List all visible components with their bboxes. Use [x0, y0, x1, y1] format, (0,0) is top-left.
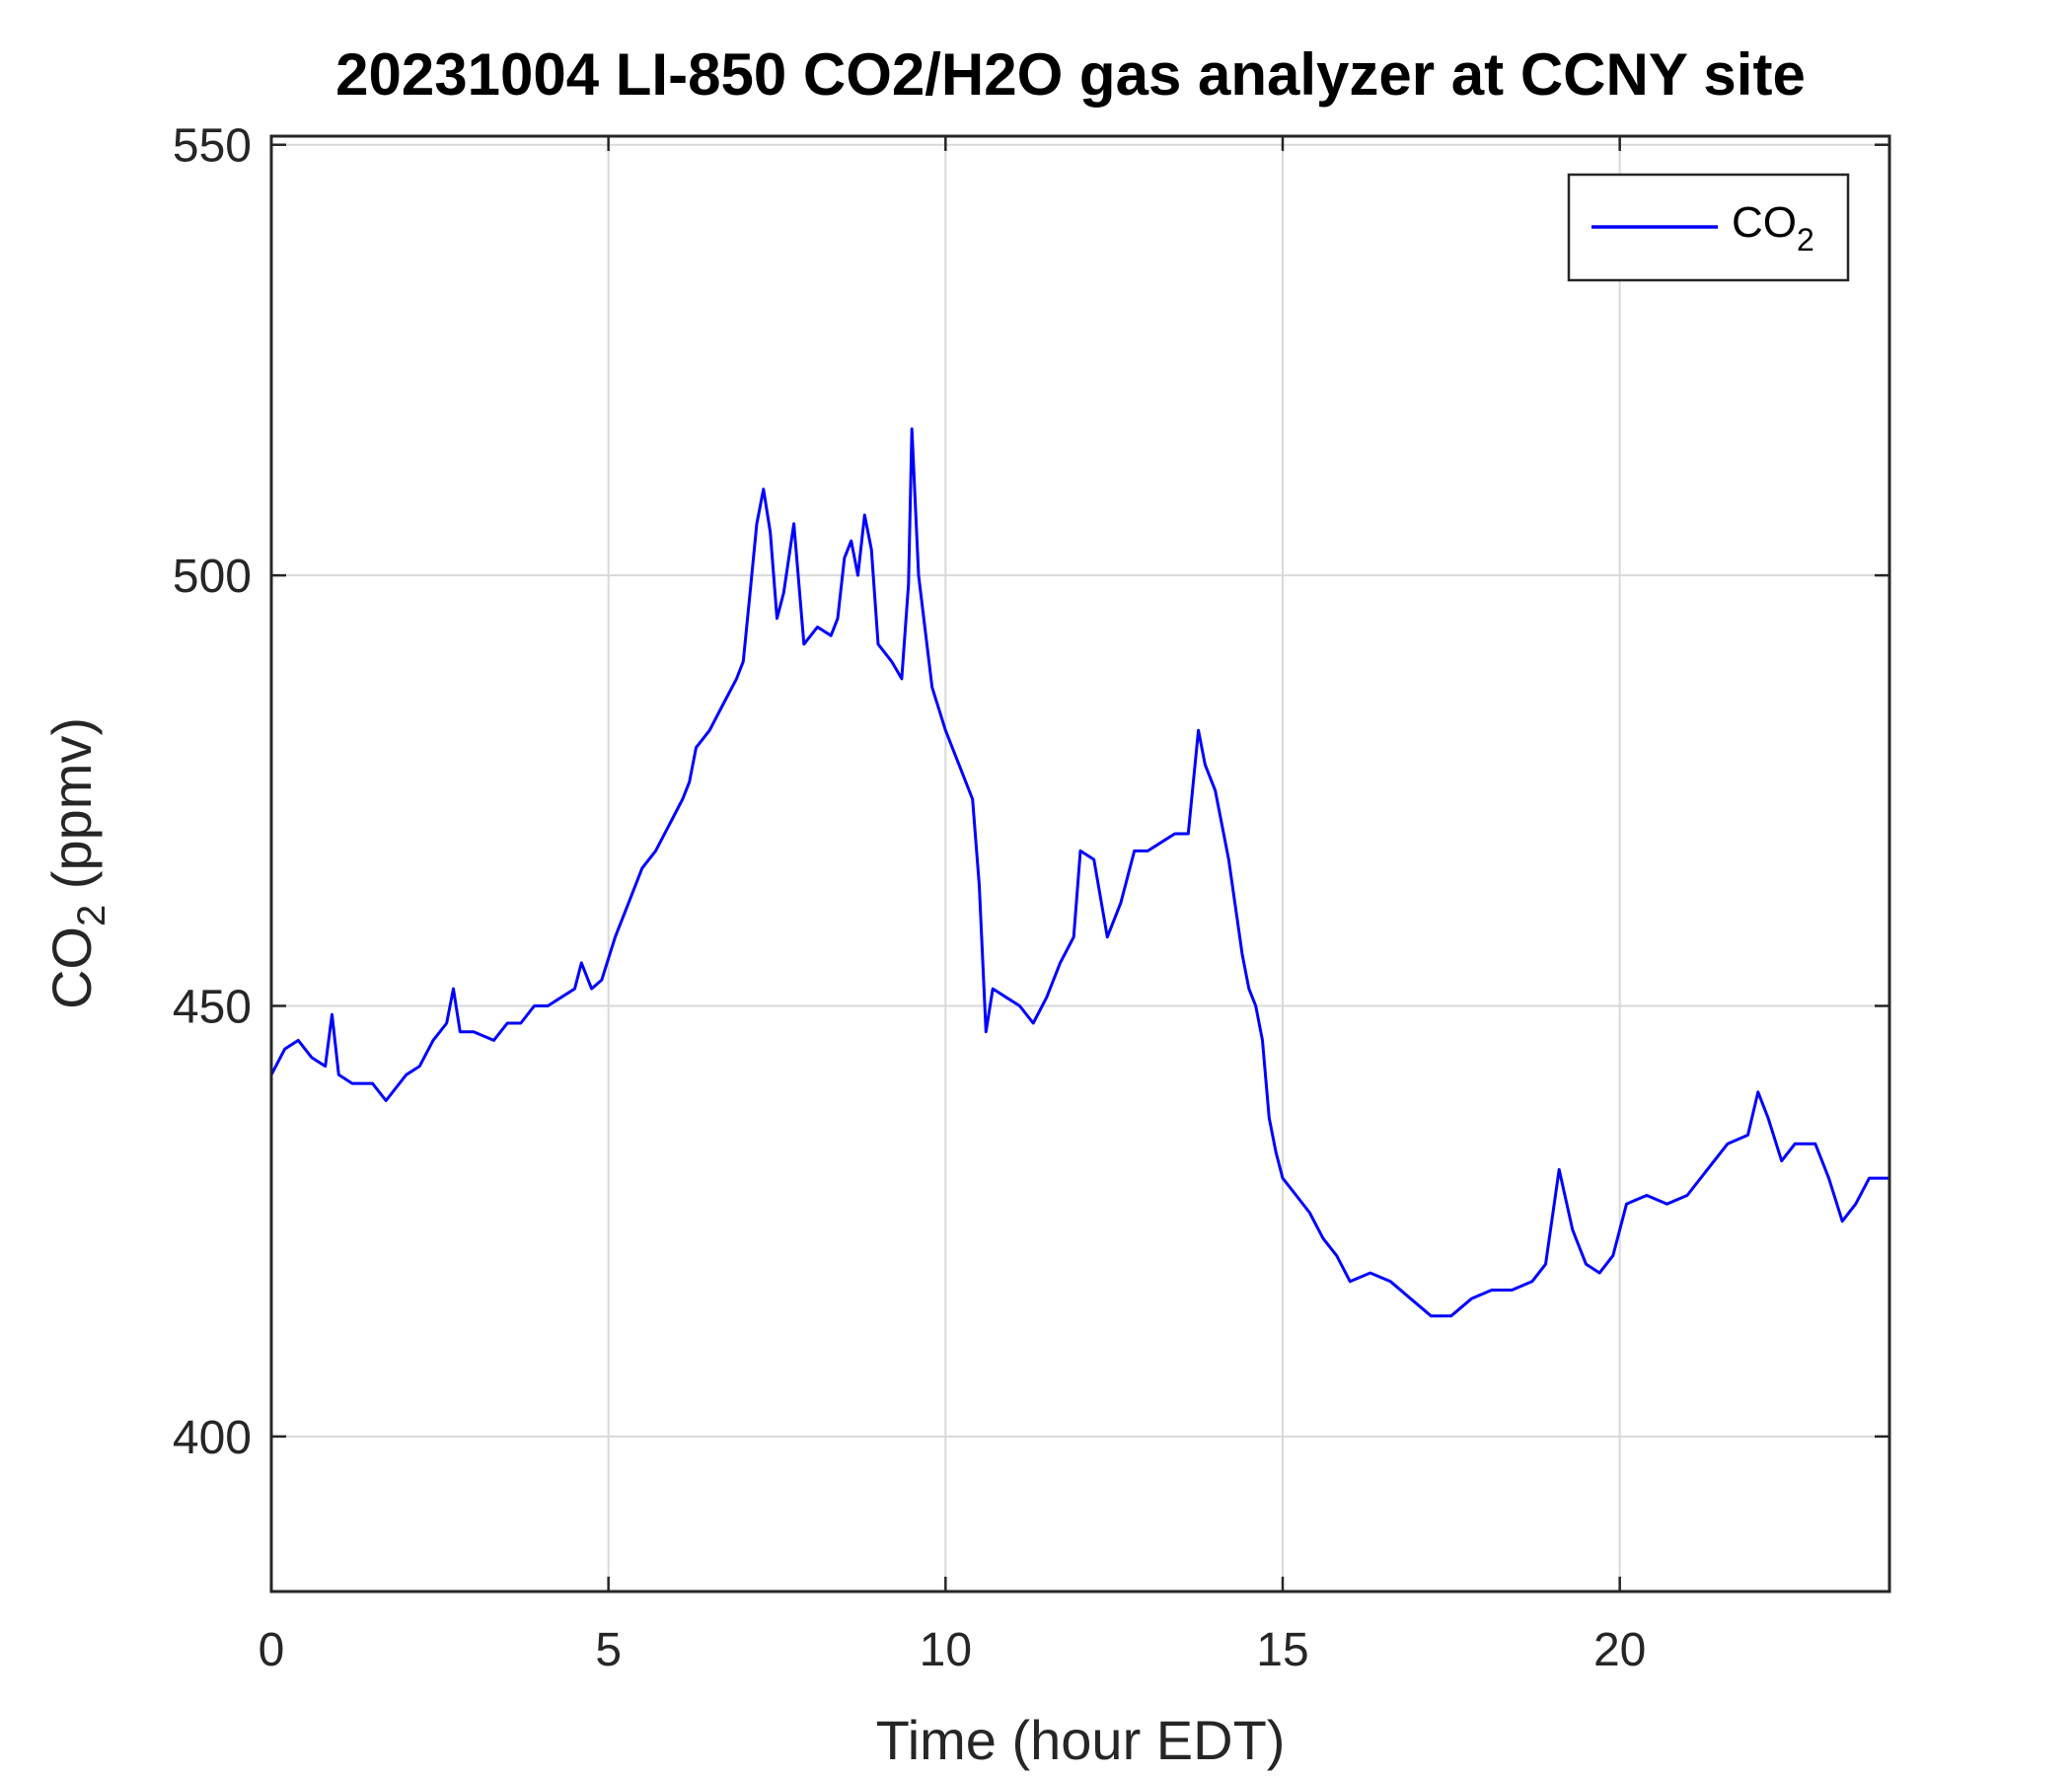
x-tick-label: 10	[920, 1624, 972, 1676]
legend-entry-co2: CO2	[1732, 198, 1814, 258]
y-axis-label-main: CO	[40, 926, 103, 1009]
y-tick-label: 400	[173, 1412, 252, 1464]
x-axis-label: Time (hour EDT)	[876, 1709, 1286, 1771]
axis-ticks: 0 5 10 15 20 400 450 500 550	[173, 120, 1889, 1676]
y-axis-label-suffix: (ppmv)	[40, 717, 103, 905]
chart-title: 20231004 LI-850 CO2/H2O gas analyzer at …	[335, 41, 1806, 108]
axes-box	[269, 134, 1891, 1593]
x-tick-label: 0	[259, 1624, 285, 1676]
series-line-co2	[271, 427, 1889, 1318]
y-axis-label: CO2 (ppmv)	[40, 717, 113, 1009]
x-tick-label: 5	[595, 1624, 622, 1676]
y-tick-label: 500	[173, 551, 252, 603]
y-tick-label: 550	[173, 120, 252, 173]
x-tick-label: 20	[1593, 1624, 1646, 1676]
series-group	[271, 427, 1889, 1318]
x-tick-label: 15	[1256, 1624, 1308, 1676]
y-tick-label: 450	[173, 982, 252, 1034]
legend: CO2	[1567, 173, 1850, 282]
y-axis-label-sub: 2	[70, 905, 113, 926]
legend-entry-sub: 2	[1797, 222, 1814, 258]
legend-entry-main: CO	[1732, 198, 1797, 247]
grid-lines	[271, 136, 1889, 1591]
